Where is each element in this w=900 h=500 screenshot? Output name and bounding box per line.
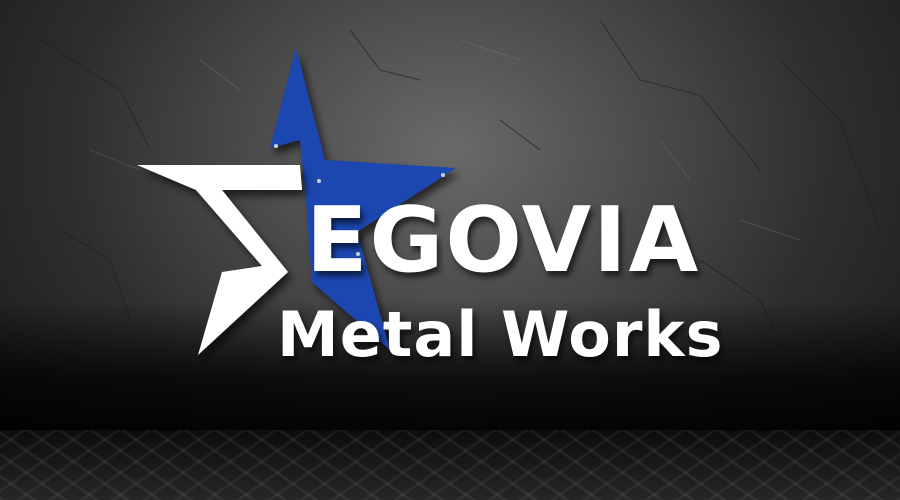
brand-name-line2: Metal Works: [277, 298, 724, 371]
brand-name-line1: EGOVIA: [306, 188, 701, 293]
floor-shadow: [0, 300, 900, 440]
star-icon: [270, 48, 456, 350]
diamond-plate-floor: [0, 430, 900, 500]
s-letter-mark-icon: [137, 165, 302, 355]
